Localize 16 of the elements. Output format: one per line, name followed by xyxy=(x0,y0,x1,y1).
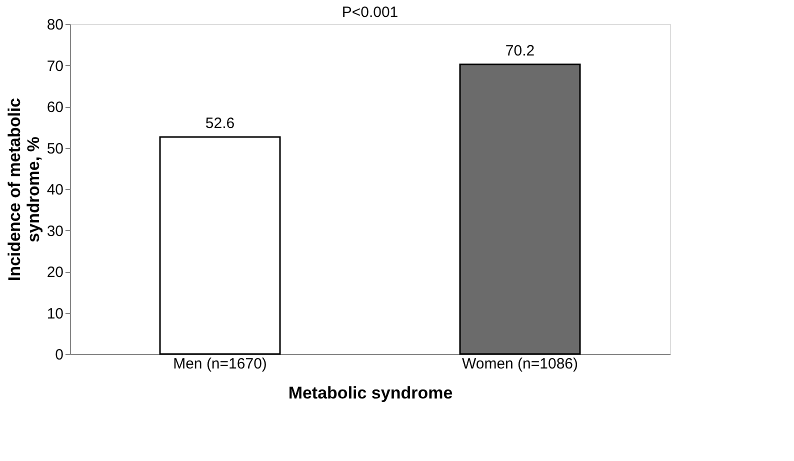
y-tick-label: 70 xyxy=(46,58,64,75)
x-axis-title: Metabolic syndrome xyxy=(288,384,453,402)
y-tick-label: 60 xyxy=(46,99,64,116)
data-label: 70.2 xyxy=(505,42,535,60)
y-axis-title: Incidence of metabolic syndrome, % xyxy=(4,98,43,282)
y-tick-label: 20 xyxy=(46,264,64,281)
text: P<0.001 xyxy=(342,4,398,21)
y-tick-label: 50 xyxy=(46,140,64,158)
x-tick-label: Women (n=1086) xyxy=(462,356,578,372)
x-tick-label: Men (n=1670) xyxy=(173,356,267,372)
y-tick-label: 0 xyxy=(55,346,64,364)
data-label: 52.6 xyxy=(205,115,235,132)
y-tick-label: 40 xyxy=(46,182,64,198)
y-tick-label: 10 xyxy=(46,305,64,322)
y-tick-label: 80 xyxy=(46,16,64,34)
y-tick-label: 30 xyxy=(46,222,64,240)
